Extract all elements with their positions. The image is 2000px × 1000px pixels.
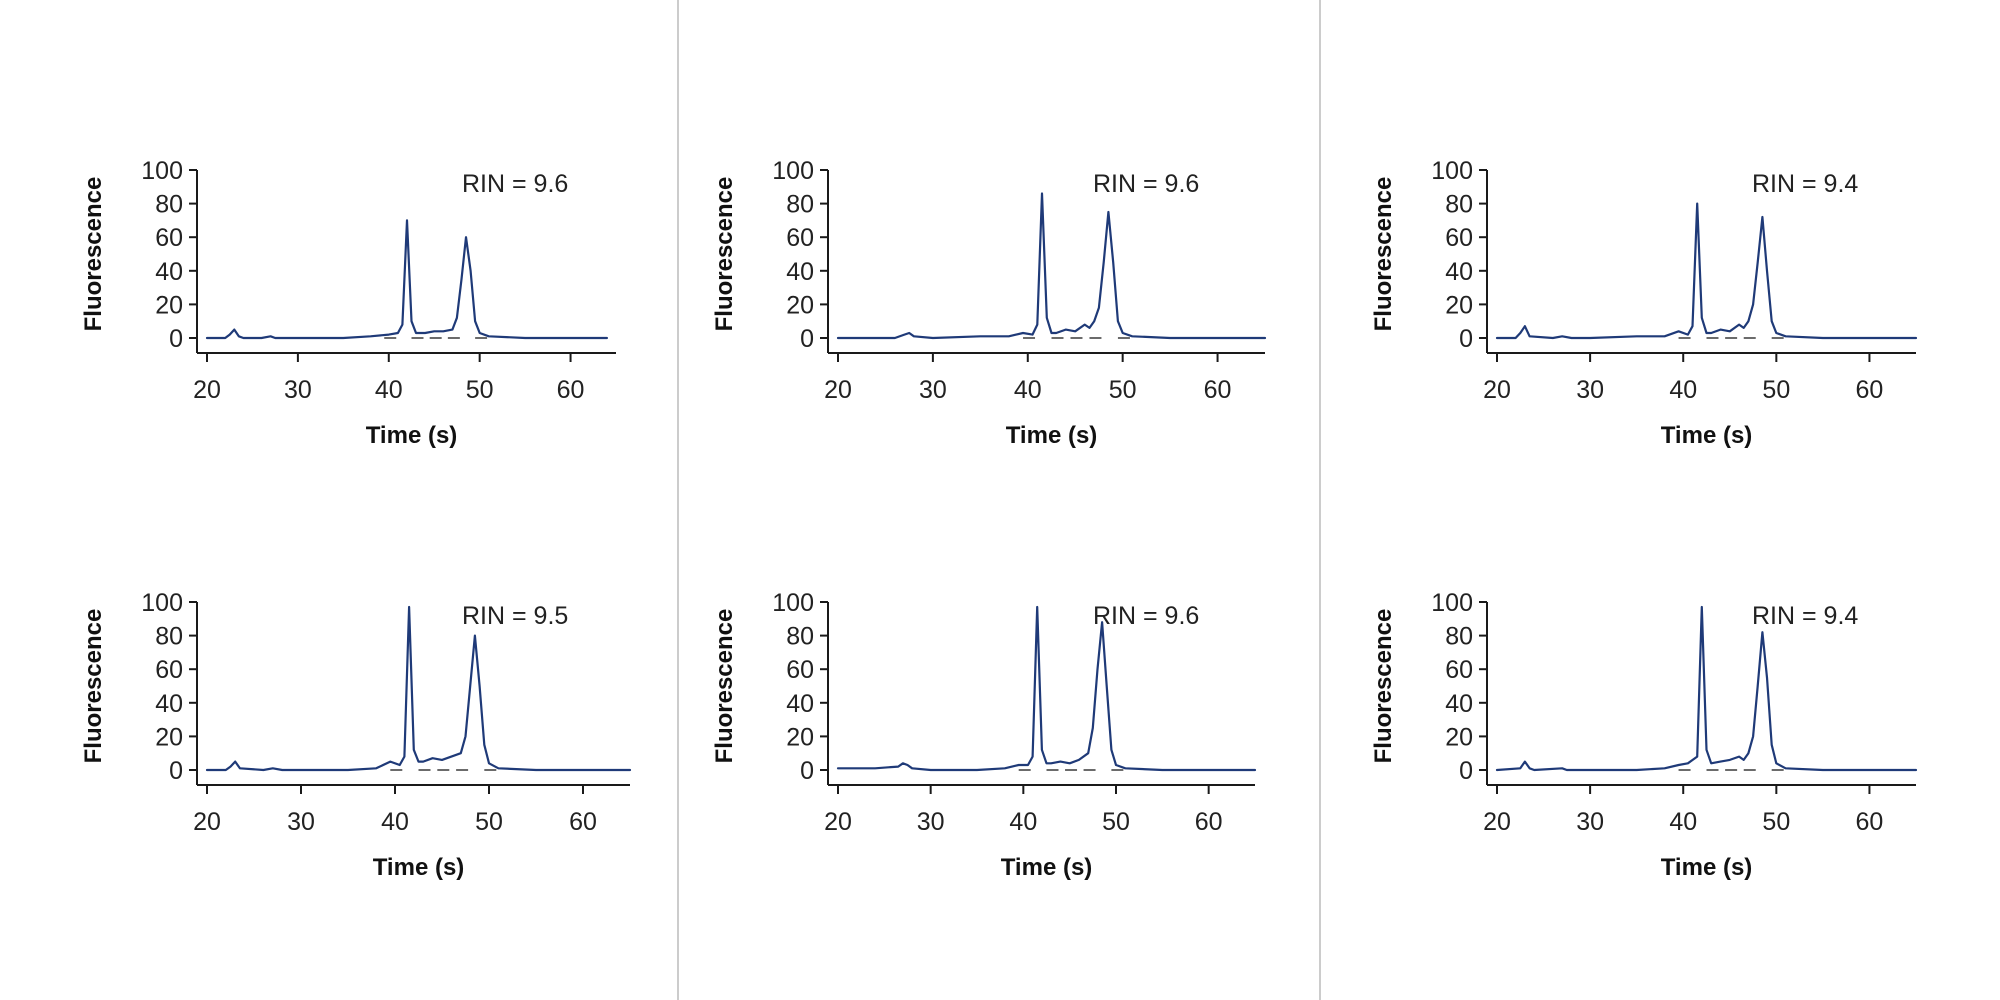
- y-tick-label: 100: [141, 157, 183, 185]
- x-axis-title: Time (s): [366, 422, 458, 449]
- chart-panel-bottom-right: 0 20 40 60 80 100 20 30 40 50 60 Time (s) Fluorescen…: [1370, 589, 1918, 881]
- x-tick-label: 50: [1102, 808, 1130, 836]
- x-tick-label: 40: [381, 808, 409, 836]
- y-tick-label: 80: [155, 191, 183, 219]
- x-tick-label: 60: [1195, 808, 1223, 836]
- x-axis-title: Time (s): [373, 854, 465, 881]
- x-axis-title: Time (s): [1001, 854, 1093, 881]
- fluorescence-trace: [1495, 202, 1918, 340]
- y-axis-title: Fluorescence: [1370, 177, 1397, 332]
- x-tick-label: 50: [466, 376, 494, 404]
- rin-annotation: RIN = 9.6: [1093, 170, 1199, 198]
- y-tick-label: 0: [800, 325, 814, 353]
- x-axis-title: Time (s): [1006, 422, 1098, 449]
- chart-panel-top-middle: 0 20 40 60 80 100 20 30 40 50 60 Time (s) Fluorescen…: [711, 157, 1267, 449]
- x-axis-title: Time (s): [1661, 854, 1753, 881]
- x-tick-label: 20: [1483, 808, 1511, 836]
- chart-panel-top-right: 0 20 40 60 80 100 20 30 40 50 60 Time (s) Fluorescen…: [1370, 157, 1918, 449]
- fluorescence-trace: [836, 605, 1257, 772]
- y-tick-label: 100: [1431, 589, 1473, 617]
- x-tick-label: 30: [1576, 376, 1604, 404]
- rin-annotation: RIN = 9.4: [1752, 602, 1858, 630]
- x-tick-label: 50: [1762, 808, 1790, 836]
- y-tick-label: 40: [1445, 258, 1473, 286]
- x-tick-label: 40: [1009, 808, 1037, 836]
- y-tick-label: 80: [1445, 191, 1473, 219]
- x-tick-label: 60: [1204, 376, 1232, 404]
- y-tick-label: 20: [1445, 723, 1473, 751]
- x-tick-label: 50: [475, 808, 503, 836]
- y-axis-title: Fluorescence: [711, 177, 738, 332]
- y-tick-label: 0: [1459, 325, 1473, 353]
- y-tick-label: 0: [800, 757, 814, 785]
- y-tick-label: 0: [169, 325, 183, 353]
- y-tick-label: 100: [1431, 157, 1473, 185]
- y-tick-label: 60: [1445, 656, 1473, 684]
- fluorescence-trace: [1495, 605, 1918, 772]
- y-tick-label: 100: [772, 589, 814, 617]
- x-tick-label: 20: [193, 376, 221, 404]
- y-tick-label: 40: [155, 690, 183, 718]
- x-tick-label: 60: [557, 376, 585, 404]
- y-tick-label: 20: [786, 291, 814, 319]
- chart-panel-bottom-left: 0 20 40 60 80 100 20 30 40 50 60 Time (s) Fluorescen…: [80, 589, 632, 881]
- y-tick-label: 40: [1445, 690, 1473, 718]
- y-tick-label: 100: [141, 589, 183, 617]
- y-tick-label: 100: [772, 157, 814, 185]
- rin-annotation: RIN = 9.4: [1752, 170, 1858, 198]
- x-tick-label: 60: [1856, 376, 1884, 404]
- y-tick-label: 40: [155, 258, 183, 286]
- x-tick-label: 30: [284, 376, 312, 404]
- y-tick-label: 20: [155, 291, 183, 319]
- fluorescence-trace: [205, 219, 609, 340]
- x-tick-label: 20: [824, 376, 852, 404]
- y-tick-label: 60: [786, 224, 814, 252]
- y-tick-label: 40: [786, 258, 814, 286]
- x-tick-label: 20: [193, 808, 221, 836]
- x-tick-label: 30: [287, 808, 315, 836]
- y-tick-label: 60: [155, 224, 183, 252]
- y-axis-title: Fluorescence: [80, 177, 107, 332]
- y-tick-label: 20: [155, 723, 183, 751]
- x-tick-label: 40: [1669, 376, 1697, 404]
- x-tick-label: 60: [1856, 808, 1884, 836]
- y-tick-label: 60: [1445, 224, 1473, 252]
- x-tick-label: 60: [569, 808, 597, 836]
- y-axis-title: Fluorescence: [1370, 609, 1397, 764]
- x-tick-label: 40: [1669, 808, 1697, 836]
- fluorescence-trace: [205, 605, 632, 772]
- y-tick-label: 0: [1459, 757, 1473, 785]
- rin-annotation: RIN = 9.6: [462, 170, 568, 198]
- x-tick-label: 20: [1483, 376, 1511, 404]
- y-tick-label: 60: [155, 656, 183, 684]
- chart-panels: 0 20 40 60 80 100 20 30 40 50 60 Time (s) Fluorescen…: [80, 157, 1918, 881]
- y-tick-label: 20: [786, 723, 814, 751]
- rin-annotation: RIN = 9.5: [462, 602, 568, 630]
- rin-annotation: RIN = 9.6: [1093, 602, 1199, 630]
- x-tick-label: 20: [824, 808, 852, 836]
- x-tick-label: 50: [1762, 376, 1790, 404]
- x-tick-label: 30: [919, 376, 947, 404]
- x-tick-label: 30: [1576, 808, 1604, 836]
- x-tick-label: 30: [917, 808, 945, 836]
- y-axis-title: Fluorescence: [711, 609, 738, 764]
- y-tick-label: 80: [786, 623, 814, 651]
- y-tick-label: 80: [155, 623, 183, 651]
- y-tick-label: 80: [1445, 623, 1473, 651]
- fluorescence-trace: [836, 192, 1267, 340]
- chart-panel-top-left: 0 20 40 60 80 100 20 30 40 50 60 Time (s) Fluorescen…: [80, 157, 616, 449]
- y-tick-label: 20: [1445, 291, 1473, 319]
- y-tick-label: 60: [786, 656, 814, 684]
- x-axis-title: Time (s): [1661, 422, 1753, 449]
- x-tick-label: 50: [1109, 376, 1137, 404]
- y-tick-label: 40: [786, 690, 814, 718]
- x-tick-label: 40: [375, 376, 403, 404]
- y-axis-title: Fluorescence: [80, 609, 107, 764]
- chart-panel-bottom-middle: 0 20 40 60 80 100 20 30 40 50 60 Time (s) Fluorescen…: [711, 589, 1257, 881]
- y-tick-label: 80: [786, 191, 814, 219]
- x-tick-label: 40: [1014, 376, 1042, 404]
- y-tick-label: 0: [169, 757, 183, 785]
